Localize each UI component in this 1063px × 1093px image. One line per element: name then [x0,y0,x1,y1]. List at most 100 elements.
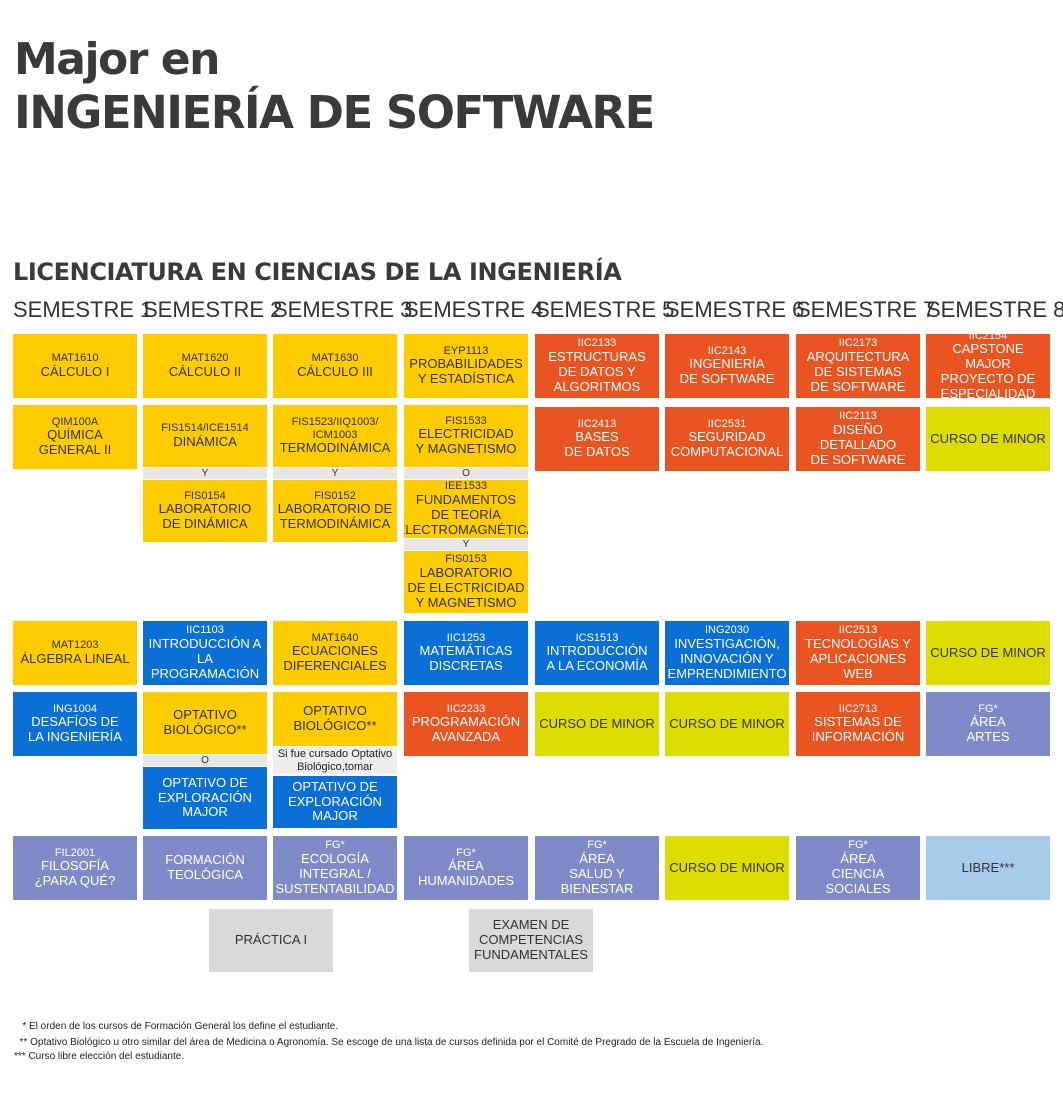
page-title-line1: Major en [14,34,220,85]
course-code: FG* [978,702,998,715]
connector-y: Y [404,539,528,550]
course-box: FG* ECOLOGÍA INTEGRAL / SUSTENTABILIDAD [273,836,397,900]
course-code: FIS0152 [314,489,356,502]
course-box: FG* ÁREA CIENCIA SOCIALES [796,836,920,900]
course-box: IIC2154 CAPSTONE MAJOR PROYECTO DE ESPECI… [926,334,1050,398]
course-name: OPTATIVO DE EXPLORACIÓN MAJOR [158,774,252,820]
footnote-3: *** Curso libre elección del estudiante. [14,1051,185,1062]
course-box: QIM100A QUÍMICA GENERAL II [13,405,137,469]
course-code: MAT1610 [51,352,99,365]
course-box: MAT1620 CÁLCULO II [143,334,267,398]
course-box: CURSO DE MINOR [665,692,789,756]
connector-y: Y [143,468,267,479]
course-box: IIC2143 INGENIERÍA DE SOFTWARE [665,334,789,398]
course-name: INVESTIGACIÓN, INNOVACIÓN Y EMPRENDIMIEN… [667,635,787,681]
course-name: QUÍMICA GENERAL II [38,427,112,458]
course-code: IIC2413 [577,417,617,430]
course-box: OPTATIVO DE EXPLORACIÓN MAJOR [143,767,267,829]
course-code: MAT1640 [311,631,359,644]
examen-box: EXAMEN DE COMPETENCIAS FUNDAMENTALES [469,909,593,972]
course-box: CURSO DE MINOR [665,836,789,900]
course-name: TECNOLOGÍAS Y APLICACIONES WEB [805,635,911,681]
course-name: SISTEMAS DE INFORMACIÓN [811,714,905,745]
connector-o: O [143,755,267,766]
course-name: CURSO DE MINOR [669,715,785,731]
course-box: FIS1523/IIQ1003/ ICM1003 TERMODINÁMICA [273,405,397,467]
course-code: IIC2113 [839,410,877,423]
course-box: IIC1253 MATEMÁTICAS DISCRETAS [404,621,528,685]
course-box: IIC2233 PROGRAMACIÓN AVANZADA [404,692,528,756]
course-box: FIS0153 LABORATORIO DE ELECTRICIDAD Y MAG… [404,551,528,613]
course-code: FIS0153 [445,553,487,566]
course-code: FIS0154 [184,489,226,502]
semester-header-4: SEMESTRE 4 [404,297,544,322]
course-box: FG* ÁREA ARTES [926,692,1050,756]
optativo-note: Si fue cursado Optativo Biológico,tomar [273,747,397,774]
course-box: FIS0154 LABORATORIO DE DINÁMICA [143,480,267,542]
course-code: MAT1630 [311,352,359,365]
course-code: FG* [848,839,868,852]
course-box: IIC2113 DISEÑO DETALLADO DE SOFTWARE [796,407,920,471]
connector-o: O [404,468,528,479]
course-name: OPTATIVO BIOLÓGICO** [163,707,247,737]
semester-header-2: SEMESTRE 2 [143,297,283,322]
course-name: OPTATIVO BIOLÓGICO** [293,703,377,733]
course-name: INGENIERÍA DE SOFTWARE [679,356,775,387]
course-code: IIC2513 [838,624,878,637]
course-box: IIC2413 BASES DE DATOS [535,407,659,471]
course-code: IIC2143 [707,344,747,357]
course-code: EYP1113 [443,344,489,357]
course-box: IIC2531 SEGURIDAD COMPUTACIONAL [665,407,789,471]
course-code: ING1004 [52,702,98,715]
course-box: OPTATIVO DE EXPLORACIÓN MAJOR [273,776,397,828]
course-name: CURSO DE MINOR [669,859,785,875]
course-code: FIS1533 [445,414,487,427]
course-box: IIC2713 SISTEMAS DE INFORMACIÓN [796,692,920,756]
course-code: QIM100A [51,415,99,428]
course-box: LIBRE*** [926,836,1050,900]
footnote-1: * El orden de los cursos de Formación Ge… [14,1021,339,1032]
page-title-line2: INGENIERÍA DE SOFTWARE [14,86,655,139]
practica-label: PRÁCTICA I [234,932,308,948]
course-name: ÁREA HUMANIDADES [417,858,515,889]
course-box: ING2030 INVESTIGACIÓN, INNOVACIÓN Y EMPRE… [665,621,789,685]
course-box: FORMACIÓN TEOLÓGICA [143,836,267,900]
course-name: ESTRUCTURAS DE DATOS Y ALGORITMOS [548,348,646,394]
course-code: ICS1513 [575,631,619,644]
examen-label: EXAMEN DE COMPETENCIAS FUNDAMENTALES [474,917,588,962]
course-code: FG* [325,839,345,852]
course-box: ING1004 DESAFÍOS DE LA INGENIERÍA [13,692,137,756]
course-code: FIS1514/ICE1514 [161,422,249,435]
course-name: ECOLOGÍA INTEGRAL / SUSTENTABILIDAD [275,850,395,896]
course-box: FIS1533 ELECTRICIDAD Y MAGNETISMO [404,405,528,467]
course-name: PROBABILIDADES Y ESTADÍSTICA [409,356,523,387]
course-name: CÁLCULO III [297,363,373,379]
course-box: FG* ÁREA SALUD Y BIENESTAR [535,836,659,900]
course-code: IIC1103 [186,624,224,637]
course-box: MAT1203 ÁLGEBRA LINEAL [13,621,137,685]
course-box: MAT1610 CÁLCULO I [13,334,137,398]
semester-header-1: SEMESTRE 1 [13,297,153,322]
course-code: IIC2713 [838,702,878,715]
footnote-2: ** Optativo Biológico u otro similar del… [14,1037,764,1048]
course-box: MAT1640 ECUACIONES DIFERENCIALES [273,621,397,685]
course-name: LABORATORIO DE TERMODINÁMICA [277,501,393,532]
connector-y: Y [273,468,397,479]
course-name: MATEMÁTICAS DISCRETAS [419,643,513,674]
course-name: BASES DE DATOS [564,429,630,460]
course-box: MAT1630 CÁLCULO III [273,334,397,398]
course-code: IIC1253 [446,631,486,644]
course-name: DESAFÍOS DE LA INGENIERÍA [28,714,122,745]
course-name: LABORATORIO DE ELECTRICIDAD Y MAGNETISMO [407,564,525,610]
course-code: FG* [456,846,476,859]
course-box: IIC1103 INTRODUCCIÓN A LA PROGRAMACIÓN [143,621,267,685]
course-name: INTRODUCCIÓN A LA PROGRAMACIÓN [148,635,262,681]
course-name: INTRODUCCIÓN A LA ECONOMÍA [546,643,648,674]
course-name: FUNDAMENTOS DE TEORÍA ELECTROMAGNÉTICA [404,491,528,537]
course-name: ÁREA CIENCIA SOCIALES [825,850,891,896]
course-box: FIL2001 FILOSOFÍA ¿PARA QUÉ? [13,836,137,900]
semester-header-3: SEMESTRE 3 [273,297,413,322]
course-name: DINÁMICA [173,433,237,449]
course-box: IIC2173 ARQUITECTURA DE SISTEMAS DE SOFTW… [796,334,920,398]
